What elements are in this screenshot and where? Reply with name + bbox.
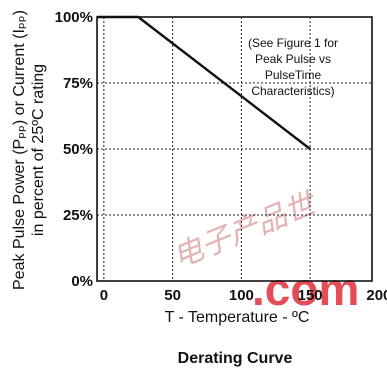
x-tick-label: 150 bbox=[298, 287, 323, 304]
annotation-line: PulseTime bbox=[265, 68, 322, 82]
y-tick-label: 0% bbox=[71, 273, 93, 290]
annotation-line: (See Figure 1 for bbox=[248, 36, 338, 50]
chart-caption: Derating Curve bbox=[178, 350, 293, 367]
annotation-line: Characteristics) bbox=[251, 84, 334, 98]
watermark-cjk-text: 电子产品世 bbox=[168, 187, 322, 275]
y-tick-label: 100% bbox=[55, 9, 93, 26]
plot-frame bbox=[96, 16, 373, 282]
y-tick-label: 50% bbox=[63, 141, 93, 158]
plot-area: 0 50 100 150 200 0% 25% 50% 75% 100% (See Figure 1… bbox=[11, 9, 387, 326]
y-axis-title-line: in percent of 25ºC rating bbox=[30, 64, 47, 236]
annotation-line: Peak Pulse vs bbox=[255, 52, 331, 66]
x-tick-label: 0 bbox=[100, 287, 108, 304]
watermark-com-text: .com bbox=[252, 263, 359, 315]
x-axis-title: T - Temperature - ºC bbox=[165, 309, 310, 326]
x-tick-label: 50 bbox=[164, 287, 181, 304]
y-tick-label: 25% bbox=[63, 207, 93, 224]
y-tick-label: 75% bbox=[63, 75, 93, 92]
x-tick-label: 200 bbox=[366, 287, 387, 304]
derating-series-line bbox=[97, 15, 311, 150]
y-axis-title-line: Peak Pulse Power (Pₚₚ) or Current (Iₚₚ) bbox=[11, 10, 28, 290]
x-tick-label: 100 bbox=[229, 287, 254, 304]
